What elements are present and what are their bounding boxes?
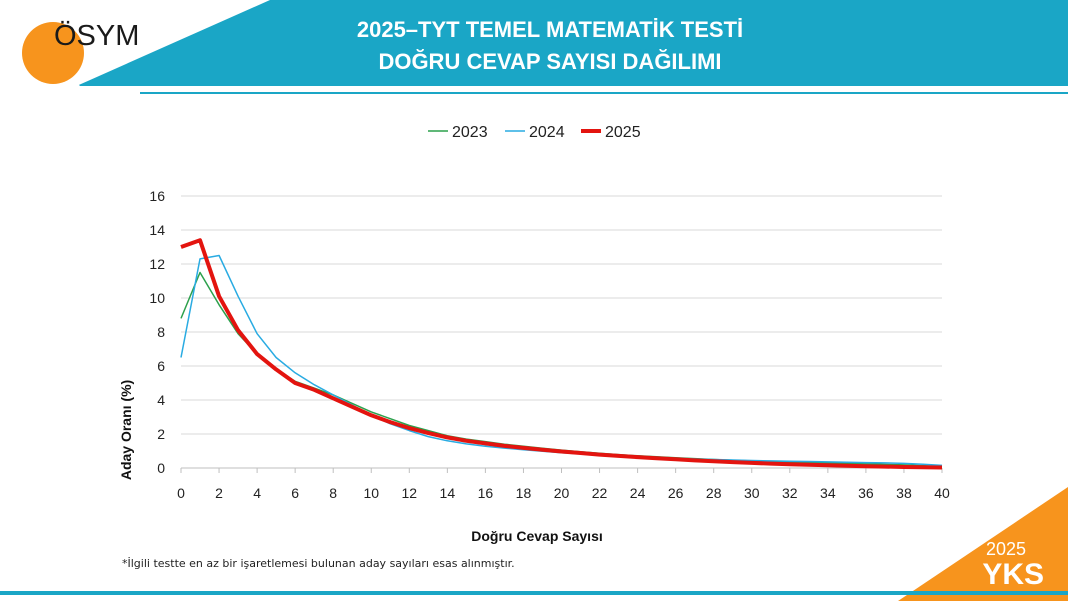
y-tick-labels: 0 2 4 6 8 10 12 14 16	[149, 188, 165, 476]
x-tick-label: 8	[329, 485, 337, 501]
x-tick-label: 38	[896, 485, 912, 501]
bottom-rule	[0, 591, 1068, 595]
x-tick-label: 0	[177, 485, 185, 501]
y-axis-label: Aday Oranı (%)	[118, 380, 134, 480]
x-tick-label: 12	[402, 485, 418, 501]
chart-grid	[180, 195, 943, 473]
footnote: *İlgili testte en az bir işaretlemesi bu…	[122, 557, 515, 570]
series-line-2023	[180, 271, 943, 468]
x-tick-label: 22	[592, 485, 608, 501]
chart-series	[180, 238, 943, 470]
x-tick-label: 24	[630, 485, 646, 501]
chart-legend: 2023 2024 2025	[428, 124, 641, 141]
x-tick-label: 32	[782, 485, 798, 501]
x-tick-label: 34	[820, 485, 836, 501]
y-tick-label: 8	[157, 324, 165, 340]
osym-logo-circle	[22, 22, 84, 84]
title-line-2: DOĞRU CEVAP SAYISI DAĞILIMI	[378, 49, 722, 74]
series-line-2025	[180, 238, 943, 470]
yks-corner-badge	[898, 487, 1068, 601]
x-tick-label: 14	[440, 485, 456, 501]
x-tick-labels: 0 2 4 6 8 10 12 14 16 18 20 22 24 26 28 30 32 34 36 38 40	[177, 485, 950, 501]
x-tick-label: 10	[363, 485, 379, 501]
x-tick-label: 40	[934, 485, 950, 501]
x-tick-label: 36	[858, 485, 874, 501]
badge-year: 2025	[985, 539, 1026, 559]
osym-logo-text: ÖSYM	[54, 20, 140, 52]
x-tick-label: 20	[554, 485, 570, 501]
y-tick-label: 12	[149, 256, 165, 272]
y-tick-label: 16	[149, 188, 165, 204]
legend-label-2023: 2023	[452, 124, 488, 141]
x-tick-label: 6	[291, 485, 299, 501]
title-line-1: 2025–TYT TEMEL MATEMATİK TESTİ	[356, 17, 744, 42]
y-tick-label: 2	[157, 426, 165, 442]
y-tick-label: 6	[157, 358, 165, 374]
x-tick-label: 30	[744, 485, 760, 501]
x-tick-label: 26	[668, 485, 684, 501]
legend-label-2024: 2024	[529, 124, 565, 141]
badge-yks: YKS	[982, 558, 1044, 591]
y-tick-label: 10	[149, 290, 165, 306]
x-tick-label: 18	[516, 485, 532, 501]
x-tick-label: 28	[706, 485, 722, 501]
y-tick-label: 0	[157, 460, 165, 476]
y-tick-label: 14	[149, 222, 165, 238]
x-axis-label: Doğru Cevap Sayısı	[471, 528, 603, 544]
x-tick-label: 2	[215, 485, 223, 501]
page-title: 2025–TYT TEMEL MATEMATİK TESTİ DOĞRU CEV…	[240, 14, 860, 78]
x-tick-label: 16	[478, 485, 494, 501]
legend-label-2025: 2025	[605, 124, 641, 141]
y-tick-label: 4	[157, 392, 165, 408]
x-tick-label: 4	[253, 485, 261, 501]
